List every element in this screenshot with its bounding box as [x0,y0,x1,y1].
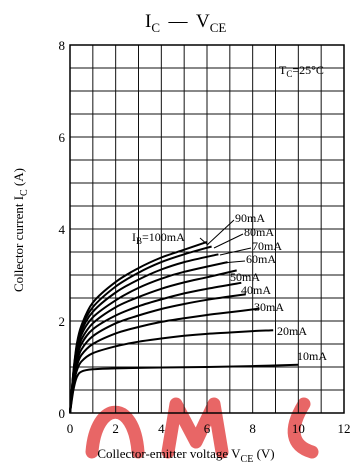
temperature-annotation-t: T [279,63,287,77]
y-tick-label: 0 [59,406,66,421]
label-leader-line [206,219,235,246]
x-axis-ticks: 0 2 4 6 8 10 12 [67,421,350,436]
x-tick-label: 0 [67,421,74,436]
series-label-sub: B [136,236,142,246]
series-line [69,281,242,414]
title-second-sub: CE [210,20,227,35]
title-dash: — [168,11,189,32]
series-line [69,293,246,414]
x-axis-label-unit: (V) [253,446,274,461]
y-tick-label: 6 [59,130,66,145]
label-leaders [199,219,252,264]
series-line [69,307,260,414]
series-line [69,253,219,414]
series-label: 40mA [241,283,271,297]
x-tick-label: 4 [158,421,165,436]
series-line [69,329,274,414]
x-axis-label-sub: CE [241,454,254,465]
x-axis-label-text: Collector-emitter voltage V [97,446,241,461]
x-tick-label: 2 [112,421,119,436]
series-label: IB=100mA [132,230,185,246]
y-tick-label: 2 [59,314,66,329]
title-ic: IC [145,11,160,35]
series-label: 70mA [252,239,282,253]
title-main: I [145,11,151,32]
temperature-annotation: TC=25°C [279,63,324,79]
y-axis-label-text: Collector current I [11,196,26,292]
label-leader-line [199,237,209,246]
title-vce: VCE [196,11,226,35]
series-label: 90mA [235,211,265,225]
series-label-main: I [132,230,136,244]
y-axis-ticks: 0 2 4 6 8 [59,38,66,421]
label-leader-line [219,247,252,256]
watermark [85,397,319,459]
y-axis-label-unit: (A) [11,168,26,189]
y-tick-label: 4 [59,222,66,237]
series-label: 20mA [277,324,307,338]
series-label: 50mA [230,270,260,284]
series-label-rest: =100mA [142,230,185,244]
chart-title: IC — VCE [145,11,226,35]
title-main-sub: C [151,20,160,35]
x-tick-label: 8 [249,421,256,436]
y-axis-label: Collector current IC (A) [11,168,30,292]
series-label: 30mA [254,300,284,314]
title-second: V [196,11,210,32]
label-leader-line [221,260,246,264]
x-tick-label: 6 [204,421,211,436]
x-tick-label: 12 [338,421,350,436]
y-tick-label: 8 [59,38,66,53]
grid [70,45,344,413]
series-label: 80mA [244,225,274,239]
temperature-annotation-rest: =25°C [292,63,324,77]
label-leader-line [213,233,244,249]
plot-frame [69,44,345,414]
curves [69,240,299,414]
temperature-annotation-sub: C [286,69,292,79]
series-label: 60mA [246,252,276,266]
series-label: 10mA [297,349,327,363]
x-tick-label: 10 [292,421,305,436]
x-axis-label: Collector-emitter voltage VCE (V) [97,446,274,465]
series-line [69,363,299,414]
y-axis-label-sub: C [19,189,30,196]
